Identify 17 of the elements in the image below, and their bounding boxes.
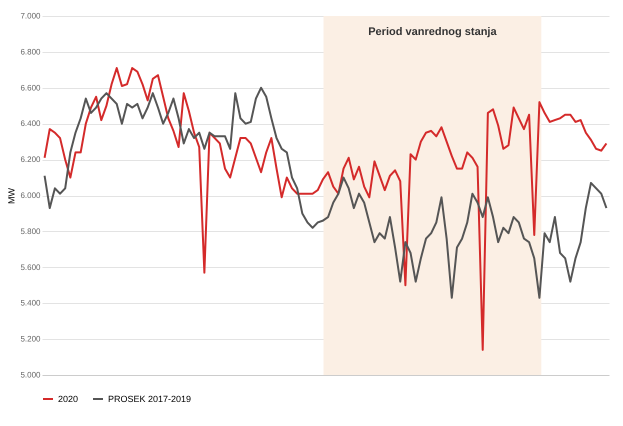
y-tick-label: 6.200: [20, 155, 42, 164]
y-tick-label: 5.800: [20, 226, 42, 236]
y-tick-label: 7.000: [20, 12, 42, 20]
line-series: [44, 67, 608, 351]
y-tick-label: 6.400: [20, 119, 42, 128]
y-tick-label: 6.600: [20, 83, 42, 92]
legend-label: PROSEK 2017-2019: [108, 394, 192, 404]
y-axis-title: MW: [6, 188, 16, 204]
legend-label: 2020: [58, 394, 78, 404]
y-tick-label: 5.400: [20, 298, 42, 308]
y-tick-label: 6.000: [20, 191, 42, 200]
y-tick-label: 5.000: [20, 370, 42, 380]
line-series: [44, 86, 608, 299]
y-tick-label: 5.600: [20, 262, 42, 272]
y-tick-label: 6.800: [20, 47, 42, 56]
y-tick-label: 5.200: [20, 334, 42, 344]
annotation: Period vanrednog stanja: [368, 26, 498, 38]
